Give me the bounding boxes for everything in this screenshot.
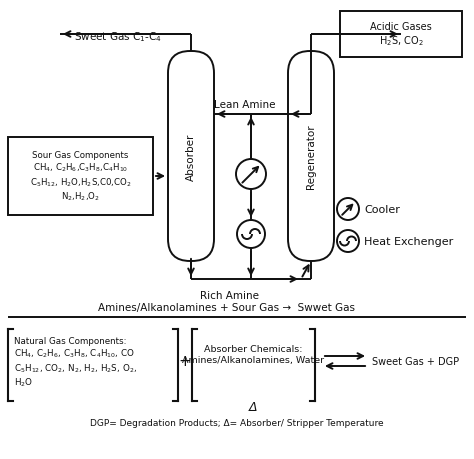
Text: +: +	[179, 354, 191, 369]
Bar	[8, 138, 153, 216]
Text: Acidic Gases
H$_2$S, CO$_2$: Acidic Gases H$_2$S, CO$_2$	[370, 22, 432, 48]
Text: Lean Amine: Lean Amine	[214, 100, 276, 110]
Text: Regenerator: Regenerator	[306, 124, 316, 189]
FancyBboxPatch shape	[288, 52, 334, 262]
Text: Heat Exchenger: Heat Exchenger	[364, 236, 453, 246]
Text: Sweet Gas C$_1$-C$_4$: Sweet Gas C$_1$-C$_4$	[74, 30, 162, 44]
Text: Absorber: Absorber	[186, 133, 196, 180]
Text: Sour Gas Components
CH$_4$, C$_2$H$_6$,C$_3$H$_8$,C$_4$H$_{10}$
C$_5$H$_{12}$, H: Sour Gas Components CH$_4$, C$_2$H$_6$,C…	[30, 151, 131, 202]
Text: Natural Gas Components:
CH$_4$, C$_2$H$_6$, C$_3$H$_8$, C$_4$H$_{10}$, CO
C$_5$H: Natural Gas Components: CH$_4$, C$_2$H$_…	[14, 336, 137, 388]
Text: Amines/Alkanolamines + Sour Gas →  Swwet Gas: Amines/Alkanolamines + Sour Gas → Swwet …	[99, 302, 356, 312]
Text: DGP= Degradation Products; Δ= Absorber/ Stripper Temperature: DGP= Degradation Products; Δ= Absorber/ …	[90, 419, 384, 428]
Text: Cooler: Cooler	[364, 205, 400, 214]
Text: Δ: Δ	[249, 401, 258, 414]
Text: Absorber Chemicals:
Amines/Alkanolamines, Water: Absorber Chemicals: Amines/Alkanolamines…	[182, 345, 325, 364]
FancyBboxPatch shape	[168, 52, 214, 262]
Bar	[340, 12, 462, 58]
Text: Sweet Gas + DGP: Sweet Gas + DGP	[372, 356, 459, 366]
Text: Rich Amine: Rich Amine	[201, 291, 259, 300]
